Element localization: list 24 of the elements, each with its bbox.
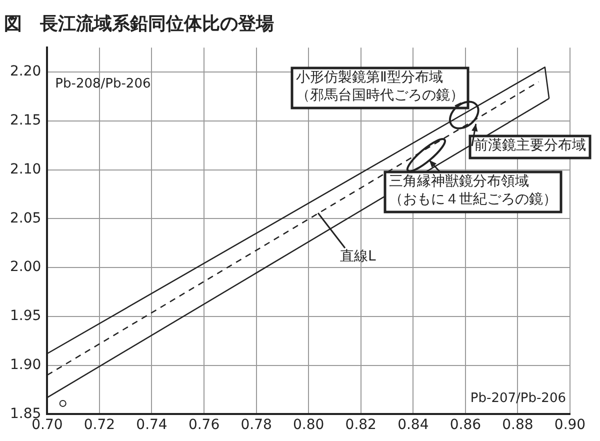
y-tick-label: 2.00 <box>10 259 42 276</box>
x-tick-label: 0.90 <box>554 417 586 434</box>
x-tick-label: 0.72 <box>84 417 116 434</box>
y-tick-label: 1.95 <box>10 308 42 324</box>
annotation: 直線L <box>340 248 376 265</box>
annotation: 三角縁神獣鏡分布領域（おもに４世紀ごろの鏡） <box>389 174 557 208</box>
y-tick-label: 1.90 <box>10 356 42 373</box>
x-tick-label: 0.80 <box>293 417 324 434</box>
y-tick-label: 2.20 <box>10 64 42 80</box>
y-axis-title: Pb-208/Pb-206 <box>55 76 151 92</box>
x-tick-label: 0.78 <box>240 417 272 434</box>
annotation: 前漢鏡主要分布域 <box>474 138 586 154</box>
x-tick-label: 0.84 <box>398 417 429 434</box>
x-tick-label: 0.86 <box>450 417 482 434</box>
annotation: 小形仿製鏡第Ⅱ型分布域（邪馬台国時代ごろの鏡） <box>296 70 464 104</box>
y-tick-label: 2.05 <box>10 210 42 226</box>
x-tick-label: 0.76 <box>188 417 220 434</box>
y-tick-label: 2.15 <box>10 112 42 129</box>
chart-title: 図 長江流域系鉛同位体比の登場 <box>4 13 274 34</box>
x-tick-label: 0.74 <box>136 417 168 434</box>
x-axis-title: Pb-207/Pb-206 <box>470 391 566 406</box>
x-tick-label: 0.88 <box>502 417 534 434</box>
x-tick-label: 0.82 <box>345 417 376 434</box>
y-tick-label: 2.10 <box>10 161 42 178</box>
